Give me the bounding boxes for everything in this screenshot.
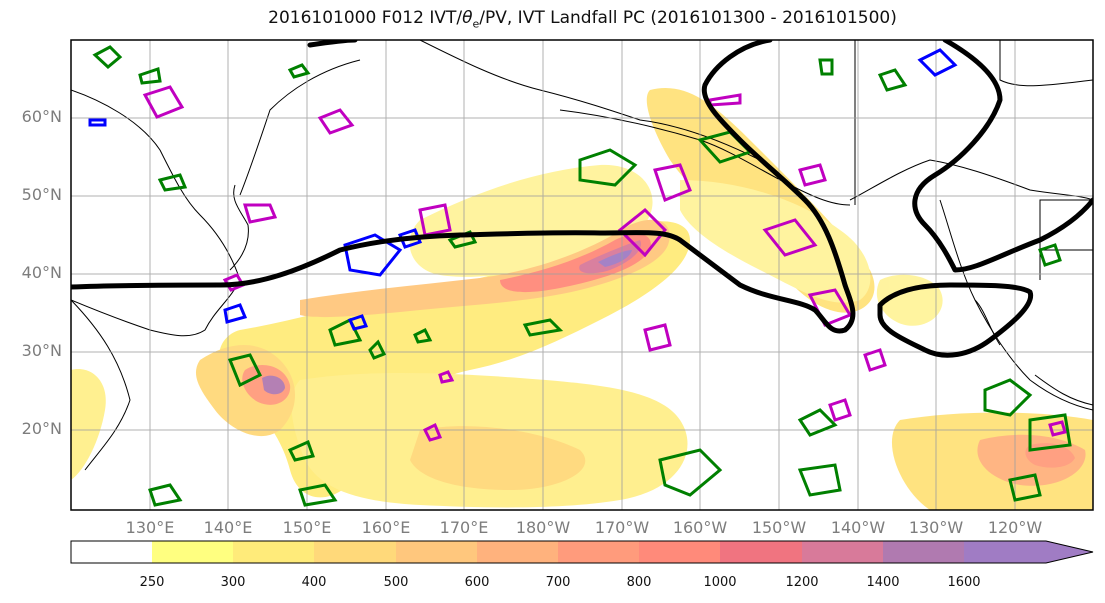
lon-tick-label: 170°E — [439, 518, 489, 537]
map-gridlines — [71, 40, 1093, 510]
lon-tick-label: 170°W — [594, 518, 650, 537]
lon-tick-label: 140°W — [830, 518, 886, 537]
colorbar-tick-label: 500 — [383, 575, 409, 590]
lon-tick-label: 130°E — [125, 518, 175, 537]
lat-tick-label: 60°N — [21, 107, 62, 126]
lat-tick-label: 40°N — [21, 263, 62, 282]
pv-positive-contours — [142, 85, 1067, 442]
lon-tick-label: 180°W — [515, 518, 571, 537]
lat-tick-label: 50°N — [21, 185, 62, 204]
ivt-shading — [71, 88, 1093, 510]
map-title: 2016101000 F012 IVT/θe/PV, IVT Landfall … — [268, 8, 897, 31]
colorbar-tick-label: 700 — [545, 575, 571, 590]
lon-tick-label: 160°W — [672, 518, 728, 537]
colorbar-tick-label: 1000 — [703, 575, 737, 590]
lat-tick-label: 30°N — [21, 341, 62, 360]
lon-tick-label: 150°W — [751, 518, 807, 537]
colorbar-tick-label: 600 — [464, 575, 490, 590]
colorbar-tick-label: 1200 — [785, 575, 819, 590]
theta-e-contours — [92, 45, 1072, 507]
lon-tick-label: 150°E — [282, 518, 332, 537]
colorbar — [70, 540, 1094, 564]
colorbar-tick-label: 300 — [220, 575, 246, 590]
lon-tick-label: 130°W — [908, 518, 964, 537]
pv-negative-contours — [88, 48, 958, 331]
map-frame — [70, 39, 1094, 511]
colorbar-tick-label: 250 — [139, 575, 165, 590]
colorbar-tick-label: 400 — [301, 575, 327, 590]
lat-tick-label: 20°N — [21, 419, 62, 438]
coastlines — [71, 40, 1093, 471]
colorbar-tick-label: 1600 — [947, 575, 981, 590]
lon-tick-label: 120°W — [987, 518, 1043, 537]
lon-tick-label: 140°E — [203, 518, 253, 537]
colorbar-tick-label: 800 — [626, 575, 652, 590]
lon-tick-label: 160°E — [361, 518, 411, 537]
colorbar-tick-label: 1400 — [866, 575, 900, 590]
